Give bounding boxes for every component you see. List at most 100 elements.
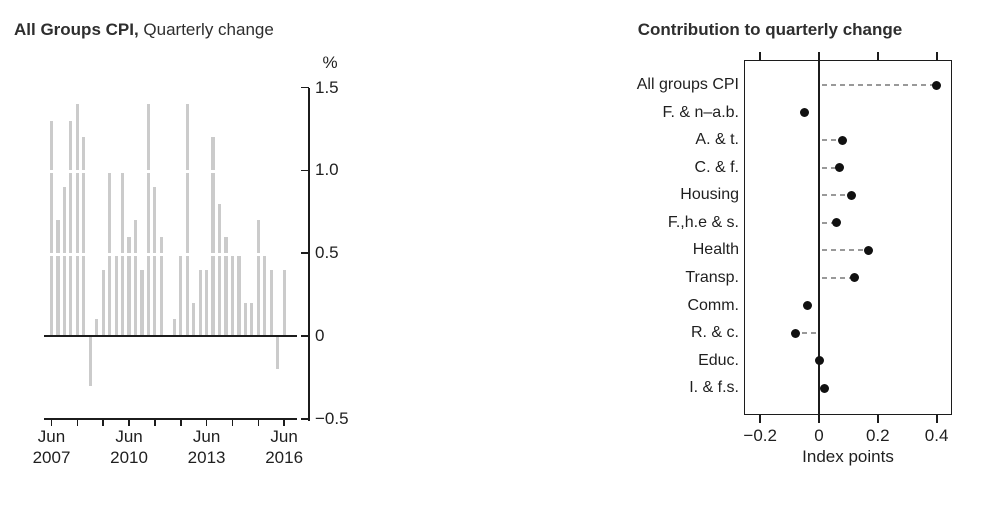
x-axis-month-label: Jun xyxy=(37,427,66,446)
category-label-health: Health xyxy=(692,241,739,259)
x-axis-tick xyxy=(154,419,156,426)
category-label-i-f-s-: I. & f.s. xyxy=(689,379,739,397)
y-axis-tick xyxy=(301,86,309,89)
data-dot-all-groups-cpi xyxy=(932,80,942,90)
x-axis-tick xyxy=(231,419,234,426)
dashed-connector xyxy=(822,249,869,252)
x-axis-tick xyxy=(283,419,285,426)
x-axis-top-tick xyxy=(818,52,820,60)
x-axis-month-label: Jun xyxy=(270,427,298,446)
bar-jun-2008 xyxy=(75,104,79,335)
bar-mar-2012 xyxy=(172,319,176,335)
bar-chart-title: All Groups CPI, Quarterly change xyxy=(14,20,274,40)
bar-sep-2014 xyxy=(237,253,241,335)
x-axis-tick xyxy=(257,419,260,426)
bar-dec-2015 xyxy=(269,269,273,335)
y-axis-unit-label: % xyxy=(322,53,338,72)
white-gridline xyxy=(44,169,297,173)
data-dot-educ- xyxy=(814,356,824,366)
x-axis-tick xyxy=(180,419,182,426)
y-axis-line xyxy=(308,87,310,421)
x-axis-tick-label: 0.2 xyxy=(865,426,890,445)
x-axis-top-tick xyxy=(759,52,762,60)
x-axis-year-label: 2007 xyxy=(32,448,71,467)
category-label-all-groups-cpi: All groups CPI xyxy=(636,76,739,93)
bar-sep-2010 xyxy=(133,220,138,335)
dashed-connector xyxy=(822,166,840,169)
category-label-housing: Housing xyxy=(680,186,739,204)
y-axis-tick-label: 0 xyxy=(315,326,325,345)
x-axis-label: Index points xyxy=(802,447,894,466)
data-dot-r-c- xyxy=(790,328,800,338)
bar-jun-2011 xyxy=(153,186,157,335)
bar-jun-2010 xyxy=(127,236,131,335)
x-axis-line xyxy=(44,418,297,420)
bar-jun-2014 xyxy=(230,253,235,335)
x-axis-tick-label: 0.4 xyxy=(924,426,949,445)
bar-dec-2012 xyxy=(192,302,196,335)
category-label-comm-: Comm. xyxy=(687,296,739,314)
x-axis-tick xyxy=(128,419,130,426)
bar-jun-2013 xyxy=(205,269,209,335)
dashed-connector xyxy=(822,194,852,197)
bar-mar-2016 xyxy=(276,337,280,370)
x-axis-top-tick xyxy=(935,52,938,60)
bar-mar-2015 xyxy=(250,302,254,335)
x-axis-tick xyxy=(50,419,53,426)
category-label-a-t-: A. & t. xyxy=(695,131,739,149)
plot-frame xyxy=(744,60,952,415)
bar-dec-2009 xyxy=(114,253,118,335)
x-axis-bottom-tick xyxy=(759,415,762,423)
x-axis-tick-label: −0.2 xyxy=(743,426,777,445)
x-axis-month-label: Jun xyxy=(115,427,143,446)
x-axis-tick xyxy=(205,419,208,426)
data-dot-c-f- xyxy=(835,163,845,173)
y-axis-tick xyxy=(301,418,309,420)
x-axis-bottom-tick xyxy=(876,415,879,423)
data-dot-a-t- xyxy=(838,135,848,145)
bar-jun-2012 xyxy=(179,253,183,335)
data-dot-i-f-s- xyxy=(820,383,830,393)
data-dot-transp- xyxy=(849,273,859,283)
zero-line-vertical xyxy=(818,60,820,415)
y-axis-tick xyxy=(301,169,309,172)
category-label-c-f-: C. & f. xyxy=(694,158,739,176)
dashed-connector xyxy=(795,332,816,335)
bar-chart-plot-area: 1.5 1.0 0.5 0 −0.5 Jun 2007 Jun 2010 Jun 2013 Jun 20… xyxy=(32,77,349,467)
bar-chart-title-regular: Quarterly change xyxy=(138,20,274,39)
bar-chart-title-bold: All Groups CPI, xyxy=(14,20,139,39)
y-axis-tick-label: 0.5 xyxy=(315,243,339,263)
x-axis-year-label: 2016 xyxy=(265,448,304,467)
x-axis-tick xyxy=(102,419,104,426)
y-axis-tick-label: 1.5 xyxy=(315,77,339,97)
dot-plot-title-text: Contribution to quarterly change xyxy=(637,20,903,39)
bar-jun-2016 xyxy=(282,269,286,335)
dashed-connector xyxy=(822,276,855,279)
bar-sep-2007 xyxy=(56,220,60,335)
dot-plot-title: Contribution to quarterly change xyxy=(560,20,980,40)
category-label-transp-: Transp. xyxy=(685,268,739,286)
x-axis-year-label: 2013 xyxy=(187,448,226,467)
data-dot-f-n-a-b- xyxy=(799,108,809,118)
bar-sep-2015 xyxy=(263,253,267,335)
x-axis-tick-label: 0 xyxy=(814,426,824,445)
bar-jun-2015 xyxy=(256,220,260,335)
x-axis-tick xyxy=(76,419,79,426)
data-dot-housing xyxy=(846,190,856,200)
dashed-connector xyxy=(822,139,843,142)
category-label-educ-: Educ. xyxy=(698,351,739,369)
white-gridline xyxy=(44,252,297,256)
y-axis-tick xyxy=(301,335,309,337)
bar-dec-2013 xyxy=(217,203,222,335)
y-axis-tick-label: −0.5 xyxy=(315,408,349,428)
category-label-f-n-a-b-: F. & n–a.b. xyxy=(662,103,740,121)
x-axis-month-label: Jun xyxy=(192,427,221,446)
data-dot-comm- xyxy=(802,301,812,311)
zero-line xyxy=(44,334,297,338)
data-dot-f-h-e-s- xyxy=(832,218,842,228)
bar-chart-quarterly-change: All Groups CPI, Quarterly change % 1.5 1.… xyxy=(14,20,349,467)
bar-sep-2012 xyxy=(185,104,189,335)
x-axis-bottom-tick xyxy=(935,415,938,423)
